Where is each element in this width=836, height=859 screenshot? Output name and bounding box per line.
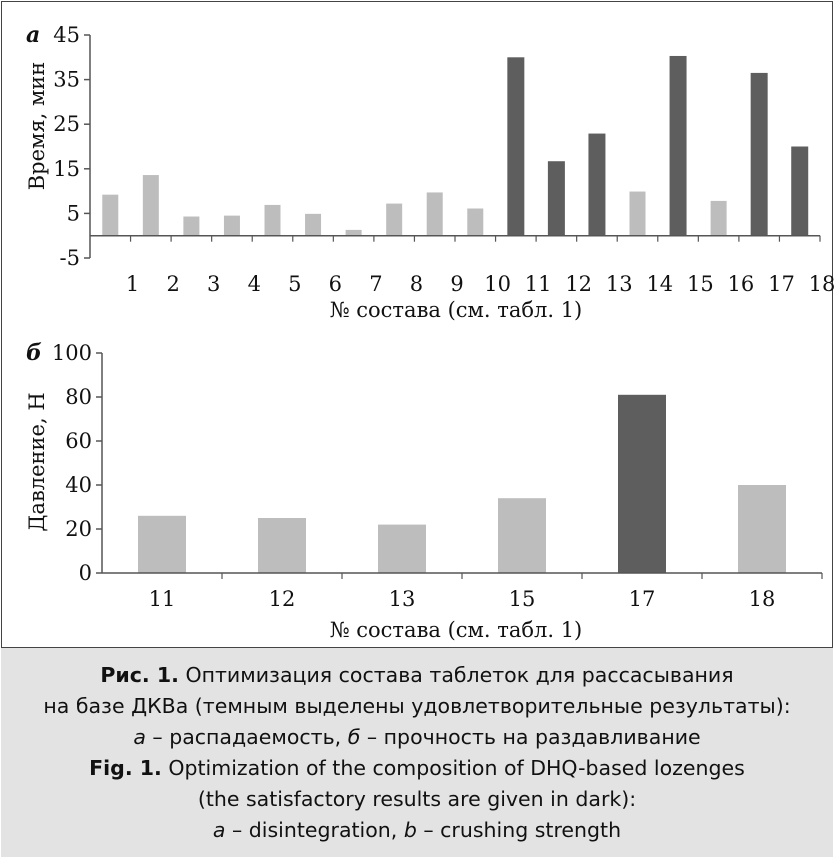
chart-a-x-tick-label: 9	[450, 272, 463, 296]
chart-a-bar-15	[669, 55, 687, 236]
chart-a-bar-3	[183, 216, 200, 236]
caption-en-line-1: Fig. 1. Optimization of the composition …	[1, 753, 833, 784]
chart-a-y-tick-label: 15	[53, 157, 80, 181]
caption-ru-b-text: – прочность на раздавливание	[366, 725, 701, 749]
caption-ru-a-text: – распадаемость,	[152, 725, 342, 749]
chart-b-bar-17	[618, 394, 666, 573]
caption-ru-label: Рис. 1.	[100, 663, 179, 687]
figure-caption: Рис. 1. Оптимизация состава таблеток для…	[1, 647, 833, 857]
chart-a-x-tick-label: 14	[646, 272, 673, 296]
caption-en-a-label: a	[212, 818, 226, 842]
chart-b-x-tick-label: 11	[149, 587, 176, 611]
chart-a-x-tick-label: 10	[484, 272, 511, 296]
chart-a-y-tick-label: 25	[53, 112, 80, 136]
chart-b-y-axis-label: Давление, Н	[25, 392, 49, 531]
chart-a-y-tick-label: -5	[60, 246, 80, 270]
chart-a-bar-7	[345, 229, 362, 236]
chart-a-y-tick-label: 35	[53, 68, 80, 92]
chart-a-bar-11	[507, 57, 525, 236]
caption-en-b-text: – crushing strength	[423, 818, 622, 842]
chart-a-x-tick-label: 15	[687, 272, 714, 296]
chart-a-x-tick-label: 13	[606, 272, 633, 296]
caption-ru-line-2: на базе ДКВа (темным выделены удовлетвор…	[43, 694, 791, 718]
caption-en-label: Fig. 1.	[89, 756, 162, 780]
caption-ru-line-1: Рис. 1. Оптимизация состава таблеток для…	[1, 660, 833, 691]
chart-a-x-tick-label: 12	[565, 272, 592, 296]
chart-b-bar-13	[378, 524, 426, 573]
chart-b-bar-18	[738, 485, 786, 573]
caption-en-line-2: (the satisfactory results are given in d…	[197, 787, 637, 811]
chart-a-bar-5	[264, 204, 281, 236]
chart-a-x-tick-label: 17	[768, 272, 795, 296]
chart-b-bar-15	[498, 498, 546, 573]
chart-a-bar-10	[467, 208, 484, 236]
chart-a-x-tick-label: 3	[207, 272, 220, 296]
chart-a-x-axis-label: № состава (см. табл. 1)	[330, 298, 583, 322]
chart-b-x-tick-label: 18	[749, 587, 776, 611]
chart-b-bar-12	[258, 518, 306, 573]
caption-en-a-text: – disintegration,	[232, 818, 398, 842]
chart-a-bar-6	[305, 213, 322, 236]
chart-a-bar-13	[588, 133, 606, 236]
caption-en-b-label: b	[403, 818, 417, 842]
caption-ru-a-label: а	[133, 725, 146, 749]
chart-a-bar-16	[710, 200, 727, 236]
chart-a-bar-14	[629, 191, 646, 236]
chart-a-panel-label: а	[26, 22, 40, 48]
chart-b-x-tick-label: 12	[269, 587, 296, 611]
chart-b-x-axis-label: № состава (см. табл. 1)	[330, 618, 583, 642]
chart-a-x-tick-label: 4	[248, 272, 261, 296]
chart-b-y-tick-label: 40	[65, 473, 92, 497]
chart-b-x-tick-label: 13	[389, 587, 416, 611]
caption-en-line-3: a – disintegration, b – crushing strengt…	[1, 815, 833, 846]
chart-a-x-tick-label: 2	[166, 272, 179, 296]
caption-ru-text-1: Оптимизация состава таблеток для рассасы…	[185, 663, 734, 687]
chart-b: б Давление, Н № состава (см. табл. 1) 0 2…	[25, 340, 823, 642]
chart-a-x-tick-label: 11	[525, 272, 552, 296]
chart-a-bar-17	[750, 72, 768, 236]
chart-a-y-tick-label: 5	[67, 201, 80, 225]
chart-b-y-tick-label: 100	[52, 341, 92, 365]
chart-b-x-tick-label: 17	[629, 587, 656, 611]
chart-a-y-tick-label: 45	[53, 23, 80, 47]
chart-a-bar-18	[791, 146, 809, 236]
chart-b-y-tick-label: 60	[65, 429, 92, 453]
chart-a-bar-2	[142, 175, 159, 236]
caption-en-text-1: Optimization of the composition of DHQ-b…	[168, 756, 745, 780]
chart-b-x-tick-label: 15	[509, 587, 536, 611]
caption-ru-b-label: б	[347, 725, 361, 749]
chart-b-panel-label: б	[26, 340, 42, 366]
caption-ru-line-3: а – распадаемость, б – прочность на разд…	[1, 722, 833, 753]
chart-a-x-tick-label: 16	[728, 272, 755, 296]
chart-a-bar-1	[102, 194, 119, 236]
chart-a-y-axis-label: Время, мин	[25, 62, 49, 191]
chart-a-x-tick-label: 7	[369, 272, 382, 296]
chart-a-x-tick-label: 18	[809, 272, 836, 296]
chart-a-bar-9	[426, 192, 443, 236]
chart-b-y-tick-label: 80	[65, 385, 92, 409]
chart-a-x-tick-label: 1	[126, 272, 139, 296]
chart-a-bar-4	[223, 215, 240, 236]
chart-a-x-tick-label: 8	[410, 272, 423, 296]
chart-b-y-tick-label: 20	[65, 517, 92, 541]
chart-a-x-tick-label: 5	[288, 272, 301, 296]
chart-b-y-tick-label: 0	[79, 561, 92, 585]
chart-a-x-tick-label: 6	[329, 272, 342, 296]
figure-charts: а Время, мин № состава (см. табл. 1) -5 5…	[25, 22, 835, 642]
chart-a-bar-12	[547, 161, 565, 236]
chart-a-bar-8	[386, 203, 403, 236]
chart-a: а Время, мин № состава (см. табл. 1) -5 5…	[25, 22, 835, 322]
chart-b-bar-11	[138, 515, 186, 573]
